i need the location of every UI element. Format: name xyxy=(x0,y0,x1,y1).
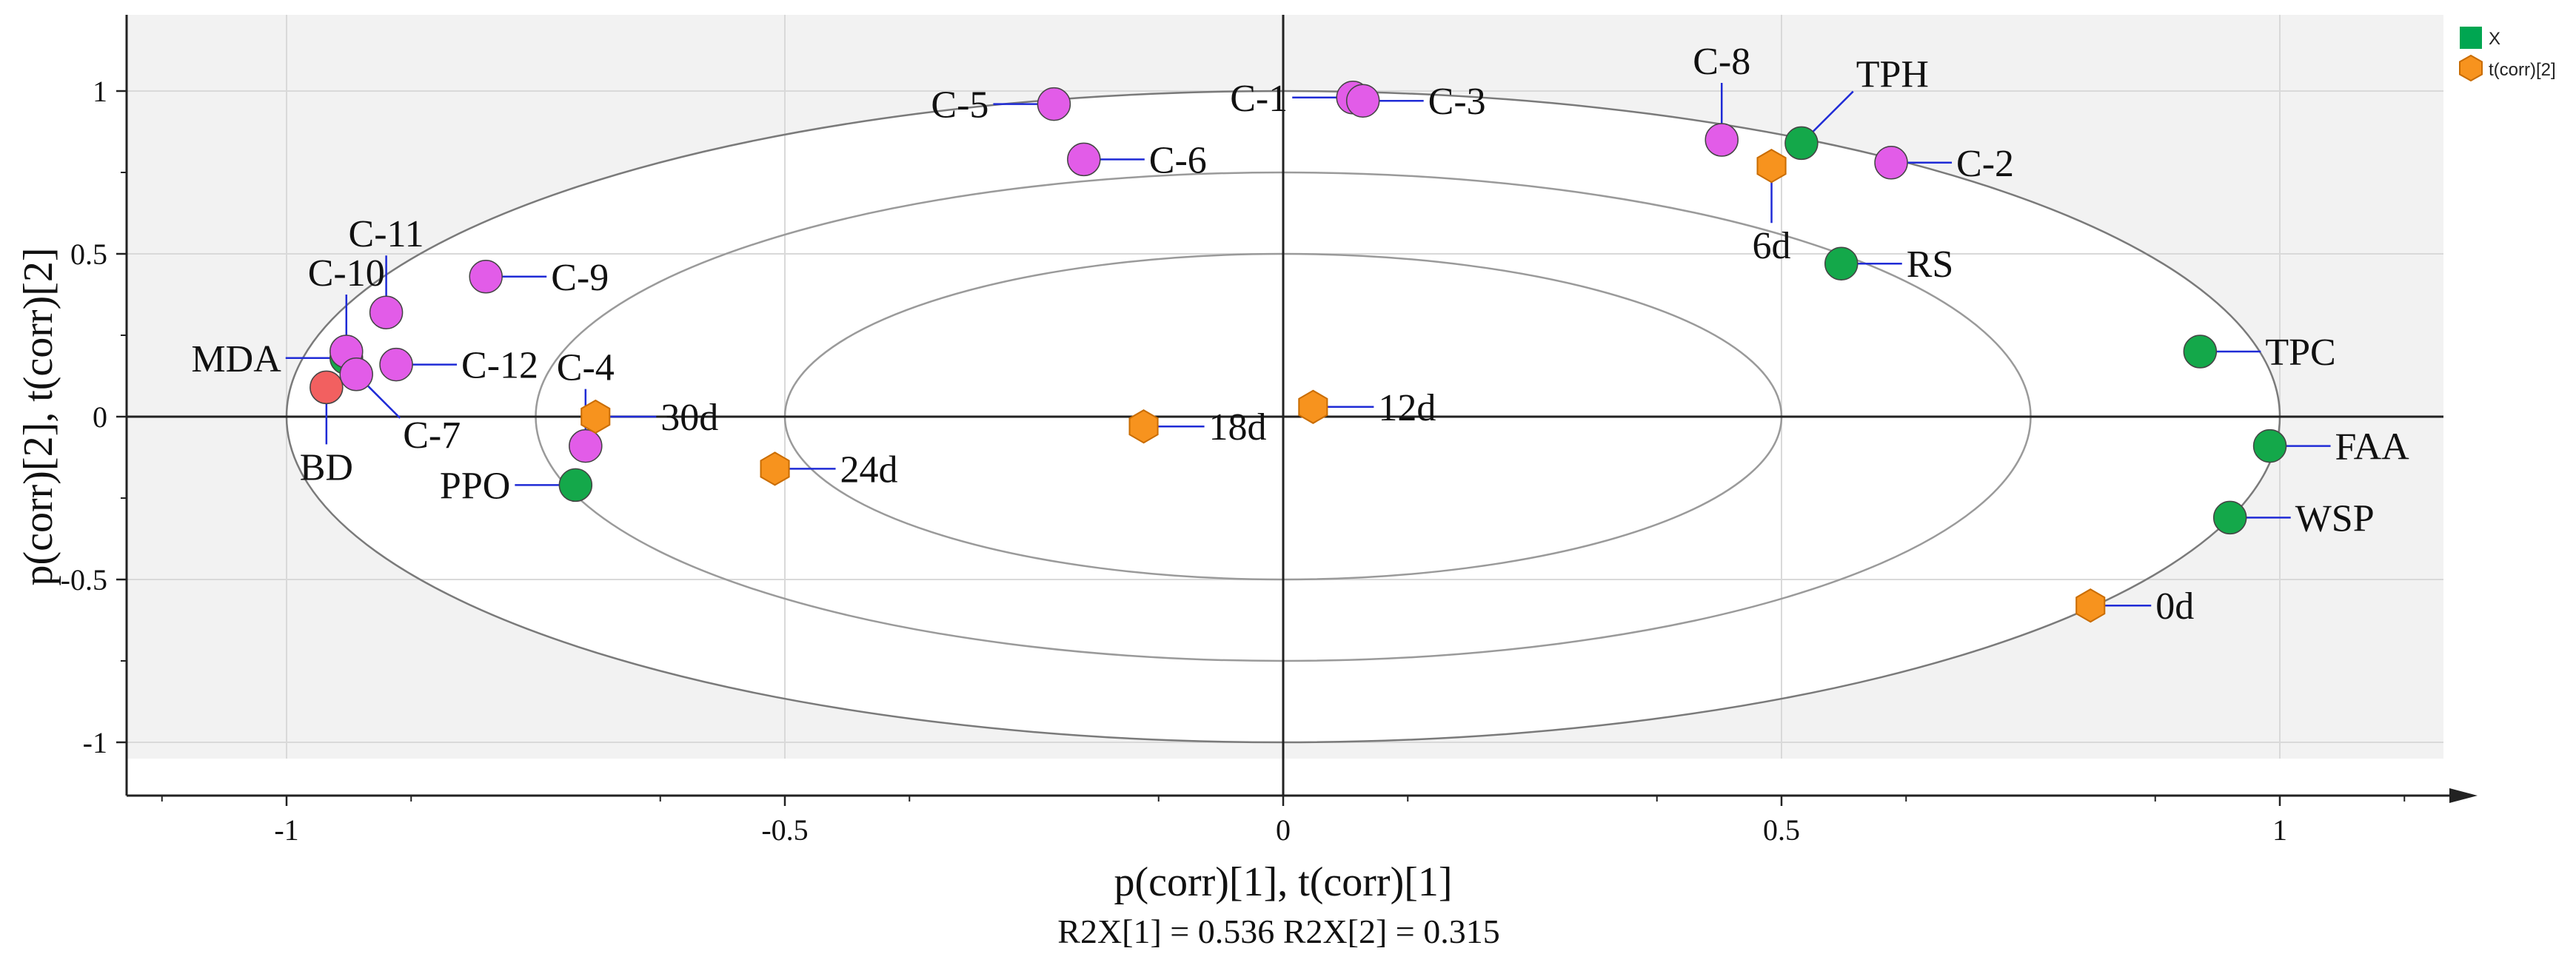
point-label-c-3: C-3 xyxy=(1428,81,1486,123)
point-label-mda: MDA xyxy=(191,338,281,380)
point-label-wsp: WSP xyxy=(2295,497,2375,540)
point-24d xyxy=(760,451,790,486)
point-6d xyxy=(1756,149,1787,184)
point-label-c-1: C-1 xyxy=(1230,78,1288,120)
point-label-bd: BD xyxy=(300,446,353,488)
legend: X t(corr)[2] xyxy=(2459,27,2556,82)
legend-label-x: X xyxy=(2489,29,2500,49)
point-faa xyxy=(2252,429,2287,463)
tick-labels: -1 -0.5 0 0.5 1 -1 -0.5 0 0.5 1 xyxy=(61,75,2287,847)
point-c-3 xyxy=(1345,84,1380,118)
x-axis-title: p(corr)[1], t(corr)[1] xyxy=(1114,859,1452,905)
point-12d xyxy=(1298,389,1328,424)
y-tick-label-3: 0.5 xyxy=(70,238,107,271)
legend-marker-score xyxy=(2459,54,2483,82)
point-c-6 xyxy=(1067,142,1101,177)
point-label-18d: 18d xyxy=(1209,406,1267,448)
data-points: TPH RS TPC FAA WSP MDA PPO C-1 C-3 C-5 C-6 C-8 C-2 C-… xyxy=(191,41,2409,628)
point-c-4 xyxy=(569,429,603,463)
point-label-c-11: C-11 xyxy=(349,213,424,255)
x-tick-label-3: 0.5 xyxy=(1763,813,1800,847)
point-label-c-6: C-6 xyxy=(1149,139,1207,181)
point-tpc xyxy=(2183,335,2218,369)
point-label-tpc: TPC xyxy=(2265,332,2335,374)
x-tick-label-1: -0.5 xyxy=(761,813,808,847)
point-c-7 xyxy=(339,357,373,392)
x-axis-arrow xyxy=(2449,788,2478,803)
point-label-c-7: C-7 xyxy=(403,414,461,457)
point-c-11 xyxy=(369,295,404,329)
legend-marker-x xyxy=(2460,27,2482,49)
chart-subtitle: R2X[1] = 0.536 R2X[2] = 0.315 xyxy=(1057,913,1499,950)
point-label-c-5: C-5 xyxy=(931,84,988,127)
point-c-5 xyxy=(1037,87,1071,121)
point-label-c-8: C-8 xyxy=(1693,41,1750,83)
point-rs xyxy=(1824,246,1859,280)
point-0d xyxy=(2075,588,2106,623)
point-wsp xyxy=(2212,500,2247,535)
point-label-c-4: C-4 xyxy=(557,347,615,389)
y-tick-label-4: 1 xyxy=(93,75,107,108)
point-c-8 xyxy=(1704,123,1739,157)
point-label-c-12: C-12 xyxy=(461,345,538,387)
point-label-6d: 6d xyxy=(1753,225,1791,267)
point-label-c-9: C-9 xyxy=(551,257,609,299)
point-c-2 xyxy=(1874,146,1908,180)
point-bd xyxy=(310,370,344,405)
x-tick-label-2: 0 xyxy=(1276,813,1291,847)
point-30d xyxy=(581,399,611,434)
point-label-tph: TPH xyxy=(1856,54,1929,96)
point-tph xyxy=(1784,126,1819,161)
point-ppo xyxy=(558,468,593,503)
y-axis-title: p(corr)[2], t(corr)[2] xyxy=(16,247,61,585)
y-tick-label-0: -1 xyxy=(83,726,107,759)
y-tick-label-2: 0 xyxy=(93,400,107,434)
point-label-0d: 0d xyxy=(2155,585,2194,628)
point-label-24d: 24d xyxy=(840,448,898,491)
x-tick-label-4: 1 xyxy=(2272,813,2287,847)
point-label-c-2: C-2 xyxy=(1956,143,2014,185)
point-18d xyxy=(1128,409,1159,444)
y-tick-label-1: -0.5 xyxy=(61,563,107,597)
point-label-ppo: PPO xyxy=(440,465,510,507)
point-label-faa: FAA xyxy=(2335,426,2410,468)
legend-label-score: t(corr)[2] xyxy=(2489,60,2556,80)
leader-line-tph xyxy=(1804,90,1854,140)
point-label-rs: RS xyxy=(1907,243,1954,286)
point-label-12d: 12d xyxy=(1378,387,1436,429)
axes xyxy=(116,15,2478,806)
point-label-30d: 30d xyxy=(660,397,718,439)
point-c-12 xyxy=(379,347,413,382)
point-c-9 xyxy=(469,260,503,294)
x-tick-label-0: -1 xyxy=(274,813,298,847)
point-label-c-10: C-10 xyxy=(308,252,385,295)
